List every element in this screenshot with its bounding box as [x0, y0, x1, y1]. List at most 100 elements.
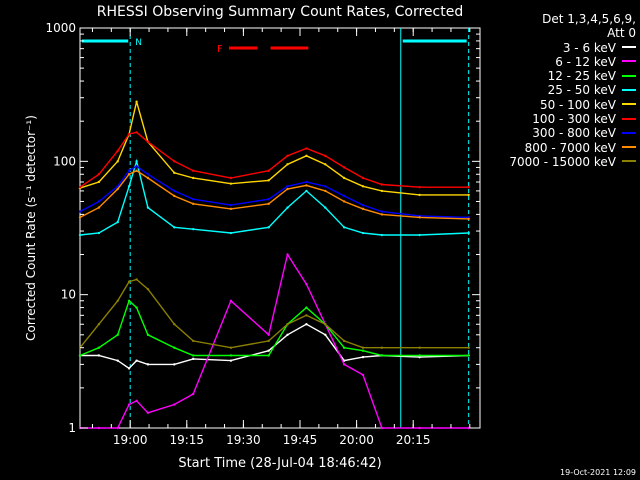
data-point-300-800-kev — [380, 210, 384, 213]
chart-title: RHESSI Observing Summary Count Rates, Co… — [97, 4, 463, 20]
legend-swatch — [622, 74, 636, 77]
legend-label: 100 - 300 keV — [532, 112, 616, 127]
y-tick-label: 1000 — [45, 21, 76, 35]
data-point-300-800-kev — [361, 203, 365, 207]
data-point-3-6-kev — [135, 359, 138, 362]
data-point-25-50-kev — [192, 227, 195, 231]
data-point-50-100-kev — [267, 179, 270, 182]
data-point-800-7000-kev — [78, 216, 82, 219]
flare-label: F — [217, 44, 223, 55]
data-point-300-800-kev — [267, 197, 270, 201]
data-point-12-25-kev — [305, 306, 308, 309]
data-point-50-100-kev — [342, 176, 346, 180]
data-point-50-100-kev — [97, 180, 101, 184]
data-point-800-7000-kev — [192, 202, 195, 206]
data-point-800-7000-kev — [324, 189, 327, 193]
data-point-12-25-kev — [116, 333, 119, 337]
data-point-6-12-kev — [380, 426, 384, 430]
data-point-25-50-kev — [305, 189, 308, 193]
data-point-100-300-kev — [229, 176, 233, 180]
data-point-50-100-kev — [192, 176, 195, 180]
data-point-6-12-kev — [467, 426, 470, 430]
data-point-7000-15000-kev — [116, 299, 119, 302]
data-point-25-50-kev — [116, 220, 119, 224]
data-point-300-800-kev — [342, 194, 346, 198]
data-point-6-12-kev — [229, 299, 233, 302]
data-point-50-100-kev — [380, 189, 384, 193]
data-point-6-12-kev — [173, 403, 176, 406]
data-point-50-100-kev — [467, 193, 470, 197]
legend-label: 12 - 25 keV — [547, 69, 616, 84]
data-point-800-7000-kev — [342, 200, 346, 203]
data-point-12-25-kev — [361, 349, 365, 352]
data-point-800-7000-kev — [229, 207, 233, 211]
data-point-3-6-kev — [127, 367, 131, 370]
data-point-12-25-kev — [229, 354, 233, 357]
data-point-300-800-kev — [146, 173, 150, 176]
legend-entry: 800 - 7000 keV — [480, 141, 636, 155]
attenuator-label: Att 0 — [607, 26, 636, 41]
legend-label: 800 - 7000 keV — [524, 140, 616, 155]
data-point-6-12-kev — [286, 253, 289, 256]
data-point-6-12-kev — [267, 333, 270, 337]
series-line-25-50-kev — [79, 158, 469, 236]
data-point-300-800-kev — [305, 180, 308, 184]
data-point-25-50-kev — [146, 206, 150, 209]
data-point-7000-15000-kev — [380, 346, 384, 349]
x-tick-label: 20:15 — [396, 433, 431, 447]
data-point-800-7000-kev — [380, 213, 384, 216]
legend-swatch — [622, 103, 636, 106]
data-point-800-7000-kev — [467, 217, 470, 221]
data-point-25-50-kev — [380, 233, 384, 237]
data-point-12-25-kev — [467, 354, 470, 357]
data-point-300-800-kev — [135, 164, 138, 168]
data-point-300-800-kev — [78, 210, 82, 213]
data-point-7000-15000-kev — [229, 346, 233, 349]
data-point-300-800-kev — [192, 197, 195, 201]
data-point-7000-15000-kev — [127, 280, 131, 283]
data-point-300-800-kev — [97, 200, 101, 203]
data-point-100-300-kev — [467, 185, 470, 189]
data-point-25-50-kev — [467, 231, 470, 235]
data-point-100-300-kev — [342, 166, 346, 169]
data-point-100-300-kev — [361, 176, 365, 180]
legend-label: 50 - 100 keV — [539, 97, 616, 112]
data-point-6-12-kev — [361, 373, 365, 377]
data-point-800-7000-kev — [286, 187, 289, 191]
data-point-100-300-kev — [324, 154, 327, 158]
data-point-800-7000-kev — [173, 194, 176, 198]
data-point-7000-15000-kev — [286, 323, 289, 326]
data-point-12-25-kev — [146, 333, 150, 337]
data-point-12-25-kev — [418, 354, 421, 357]
data-point-100-300-kev — [146, 140, 150, 144]
data-point-50-100-kev — [135, 100, 138, 103]
legend-swatch — [622, 131, 636, 134]
detectors-label: Det 1,3,4,5,6,9, — [542, 12, 636, 26]
data-point-100-300-kev — [97, 173, 101, 176]
data-point-7000-15000-kev — [173, 323, 176, 326]
data-point-12-25-kev — [127, 299, 131, 302]
legend-entry: 7000 - 15000 keV — [480, 155, 636, 169]
data-point-800-7000-kev — [267, 202, 270, 206]
data-point-3-6-kev — [116, 359, 119, 362]
data-point-50-100-kev — [229, 182, 233, 185]
data-point-6-12-kev — [192, 392, 195, 396]
data-point-6-12-kev — [418, 426, 421, 430]
x-tick-label: 19:15 — [169, 433, 204, 447]
data-point-800-7000-kev — [135, 169, 138, 172]
x-tick-label: 19:30 — [226, 433, 261, 447]
legend-swatch — [622, 88, 636, 91]
legend-swatch — [622, 160, 636, 163]
data-point-800-7000-kev — [146, 176, 150, 180]
data-point-7000-15000-kev — [267, 339, 270, 343]
legend-entry: 25 - 50 keV — [480, 83, 636, 97]
data-point-12-25-kev — [342, 346, 346, 349]
y-tick-label: 1 — [68, 421, 76, 435]
legend-label: 300 - 800 keV — [532, 126, 616, 141]
data-point-6-12-kev — [305, 282, 308, 286]
legend-label: 7000 - 15000 keV — [509, 154, 616, 169]
data-point-800-7000-kev — [116, 187, 119, 191]
data-point-50-100-kev — [361, 185, 365, 188]
data-point-100-300-kev — [286, 154, 289, 158]
